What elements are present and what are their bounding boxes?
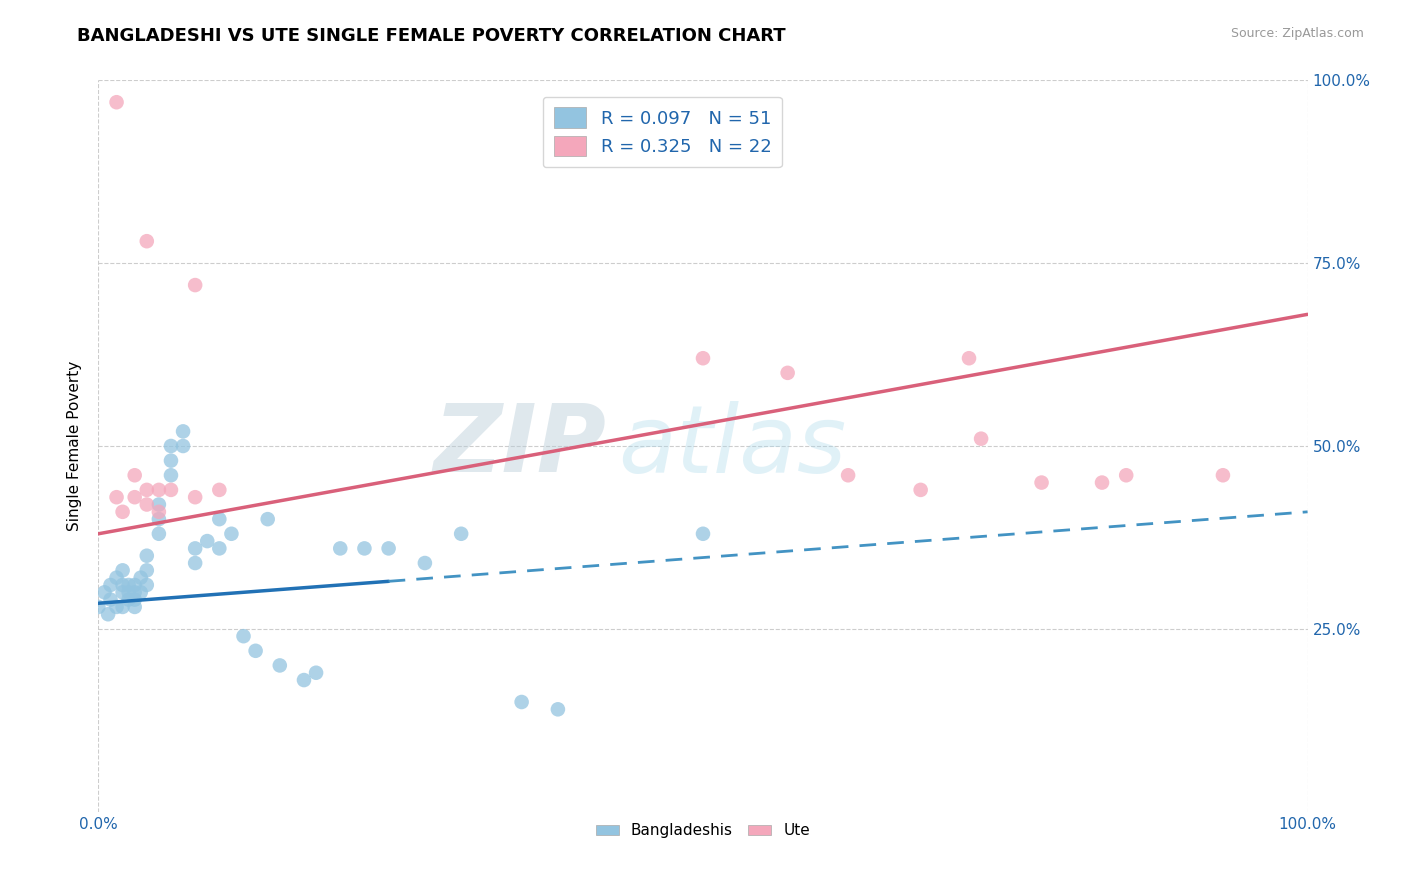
Point xyxy=(111,599,134,614)
Point xyxy=(195,534,218,549)
Text: Source: ZipAtlas.com: Source: ZipAtlas.com xyxy=(1230,27,1364,40)
Point xyxy=(87,599,110,614)
Point xyxy=(305,665,328,680)
Point xyxy=(160,439,183,453)
Point xyxy=(124,599,146,614)
Point xyxy=(1115,468,1137,483)
Point xyxy=(776,366,799,380)
Point xyxy=(124,468,146,483)
Point xyxy=(135,234,157,248)
Point xyxy=(118,592,141,607)
Point xyxy=(111,585,134,599)
Point xyxy=(160,483,183,497)
Point xyxy=(450,526,472,541)
Text: atlas: atlas xyxy=(619,401,846,491)
Point xyxy=(124,585,146,599)
Point xyxy=(208,512,231,526)
Point xyxy=(118,585,141,599)
Point xyxy=(172,425,194,439)
Legend: Bangladeshis, Ute: Bangladeshis, Ute xyxy=(589,817,817,845)
Point xyxy=(129,571,152,585)
Point xyxy=(329,541,352,556)
Point xyxy=(135,483,157,497)
Point xyxy=(172,439,194,453)
Point xyxy=(100,578,122,592)
Point xyxy=(97,607,120,622)
Point xyxy=(105,599,128,614)
Point xyxy=(111,505,134,519)
Point xyxy=(148,512,170,526)
Point xyxy=(148,483,170,497)
Point xyxy=(135,578,157,592)
Point xyxy=(105,490,128,504)
Point xyxy=(184,541,207,556)
Point xyxy=(292,673,315,687)
Point xyxy=(148,505,170,519)
Point xyxy=(100,592,122,607)
Point xyxy=(547,702,569,716)
Point xyxy=(148,498,170,512)
Point xyxy=(510,695,533,709)
Point xyxy=(1212,468,1234,483)
Point xyxy=(353,541,375,556)
Point xyxy=(124,592,146,607)
Point xyxy=(129,585,152,599)
Text: BANGLADESHI VS UTE SINGLE FEMALE POVERTY CORRELATION CHART: BANGLADESHI VS UTE SINGLE FEMALE POVERTY… xyxy=(77,27,786,45)
Point xyxy=(221,526,243,541)
Point xyxy=(118,578,141,592)
Point xyxy=(269,658,291,673)
Point xyxy=(105,571,128,585)
Point xyxy=(135,549,157,563)
Point xyxy=(93,585,115,599)
Point xyxy=(160,468,183,483)
Text: ZIP: ZIP xyxy=(433,400,606,492)
Point xyxy=(135,563,157,577)
Point xyxy=(970,432,993,446)
Point xyxy=(377,541,399,556)
Point xyxy=(1031,475,1053,490)
Point xyxy=(245,644,267,658)
Y-axis label: Single Female Poverty: Single Female Poverty xyxy=(67,361,83,531)
Point xyxy=(837,468,859,483)
Point xyxy=(208,483,231,497)
Point xyxy=(184,278,207,293)
Point xyxy=(232,629,254,643)
Point xyxy=(692,351,714,366)
Point xyxy=(111,563,134,577)
Point xyxy=(124,490,146,504)
Point xyxy=(184,490,207,504)
Point xyxy=(413,556,436,570)
Point xyxy=(1091,475,1114,490)
Point xyxy=(184,556,207,570)
Point xyxy=(135,498,157,512)
Point xyxy=(124,578,146,592)
Point xyxy=(111,578,134,592)
Point xyxy=(692,526,714,541)
Point xyxy=(160,453,183,467)
Point xyxy=(208,541,231,556)
Point xyxy=(910,483,932,497)
Point xyxy=(148,526,170,541)
Point xyxy=(256,512,278,526)
Point xyxy=(957,351,980,366)
Point xyxy=(105,95,128,110)
